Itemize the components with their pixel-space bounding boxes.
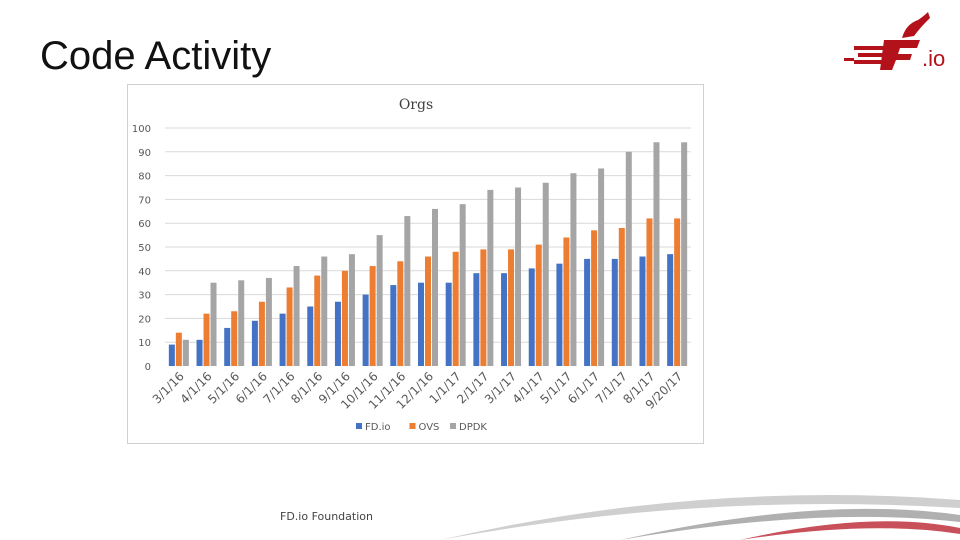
y-tick-label: 20 bbox=[138, 314, 151, 325]
y-tick-label: 10 bbox=[138, 338, 151, 349]
bar-dpdk bbox=[459, 204, 466, 366]
bar-fd-io bbox=[196, 339, 203, 366]
bar-dpdk bbox=[238, 280, 245, 366]
bar-ovs bbox=[314, 275, 321, 366]
bar-ovs bbox=[369, 266, 376, 366]
bar-ovs bbox=[646, 218, 653, 366]
fdio-logo-icon bbox=[844, 12, 930, 70]
logo-text: .io bbox=[922, 46, 946, 71]
y-tick-label: 80 bbox=[138, 172, 151, 183]
bar-dpdk bbox=[681, 142, 688, 366]
bar-ovs bbox=[258, 301, 265, 366]
legend-swatch bbox=[450, 423, 456, 429]
bar-ovs bbox=[563, 237, 570, 366]
bar-fd-io bbox=[473, 273, 480, 366]
y-tick-label: 30 bbox=[138, 291, 151, 302]
bar-fd-io bbox=[362, 294, 369, 366]
bar-fd-io bbox=[334, 301, 341, 366]
bar-ovs bbox=[397, 261, 404, 366]
bar-dpdk bbox=[542, 182, 549, 366]
bar-ovs bbox=[203, 313, 210, 366]
bar-ovs bbox=[674, 218, 681, 366]
bar-dpdk bbox=[404, 216, 411, 366]
legend-swatch bbox=[356, 423, 362, 429]
chart-title: Orgs bbox=[399, 97, 433, 113]
slide-title: Code Activity bbox=[40, 34, 272, 78]
y-tick-label: 40 bbox=[138, 267, 151, 278]
bar-dpdk bbox=[570, 173, 577, 366]
y-tick-label: 50 bbox=[138, 243, 151, 254]
bar-ovs bbox=[286, 287, 293, 366]
bar-fd-io bbox=[611, 258, 618, 366]
legend-label: FD.io bbox=[365, 422, 391, 433]
bar-dpdk bbox=[293, 266, 300, 366]
bar-dpdk bbox=[598, 168, 605, 366]
y-tick-label: 0 bbox=[145, 362, 151, 373]
bar-ovs bbox=[175, 332, 182, 366]
bar-ovs bbox=[591, 230, 598, 366]
bar-dpdk bbox=[376, 235, 383, 366]
bar-fd-io bbox=[418, 282, 424, 366]
bar-ovs bbox=[508, 249, 515, 366]
bar-ovs bbox=[231, 311, 238, 366]
legend-swatch bbox=[409, 423, 416, 429]
bar-fd-io bbox=[224, 327, 231, 366]
bar-fd-io bbox=[279, 313, 286, 366]
legend-label: DPDK bbox=[459, 422, 487, 433]
bar-fd-io bbox=[445, 282, 452, 366]
bar-fd-io bbox=[168, 344, 175, 366]
bar-dpdk bbox=[265, 277, 272, 366]
y-tick-label: 90 bbox=[138, 148, 151, 159]
chart-frame: Orgs 0 10 20 30 40 50 60 70 80 90 100 3/1/16 4/1/16 5/… bbox=[127, 84, 704, 444]
bar-dpdk bbox=[432, 208, 438, 366]
y-tick-label: 60 bbox=[138, 219, 151, 230]
bar-dpdk bbox=[487, 189, 494, 366]
decorative-swoosh-icon bbox=[440, 495, 960, 540]
legend-label: OVS bbox=[419, 422, 440, 433]
footer-text: FD.io Foundation bbox=[280, 510, 373, 523]
bar-fd-io bbox=[667, 254, 674, 366]
bar-ovs bbox=[618, 227, 625, 366]
bar-dpdk bbox=[210, 282, 217, 366]
bar-fd-io bbox=[639, 256, 646, 366]
bar-ovs bbox=[452, 251, 459, 366]
bar-dpdk bbox=[182, 339, 189, 366]
bar-dpdk bbox=[321, 256, 328, 366]
bar-fd-io bbox=[584, 258, 591, 366]
y-tick-label: 70 bbox=[138, 195, 151, 206]
bar-fd-io bbox=[251, 320, 258, 366]
bar-fd-io bbox=[307, 306, 314, 366]
bar-fd-io bbox=[501, 273, 508, 366]
bar-dpdk bbox=[625, 151, 632, 366]
bar-dpdk bbox=[515, 187, 522, 366]
bar-dpdk bbox=[653, 142, 660, 366]
y-tick-label: 100 bbox=[132, 124, 151, 135]
bar-ovs bbox=[535, 244, 542, 366]
bar-fd-io bbox=[556, 263, 563, 366]
bar-fd-io bbox=[528, 268, 535, 366]
bar-fd-io bbox=[390, 285, 397, 366]
bar-ovs bbox=[341, 270, 348, 366]
orgs-bar-chart: Orgs01020304050607080901003/1/164/1/165/… bbox=[132, 97, 691, 433]
bar-ovs bbox=[480, 249, 487, 366]
bar-ovs bbox=[425, 256, 431, 366]
bar-dpdk bbox=[348, 254, 355, 366]
